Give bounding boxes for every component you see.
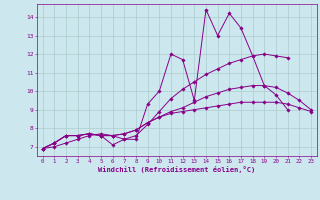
X-axis label: Windchill (Refroidissement éolien,°C): Windchill (Refroidissement éolien,°C) [98, 166, 255, 173]
